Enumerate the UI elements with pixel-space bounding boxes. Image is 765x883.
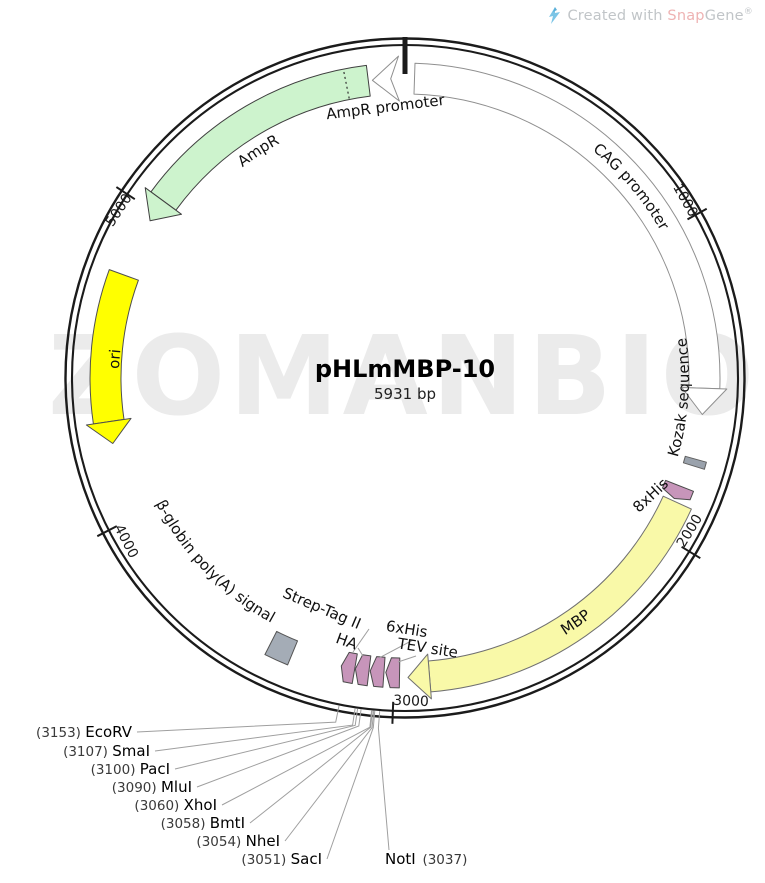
feature-mbp[interactable]	[427, 495, 692, 693]
enzyme-label-BmtI[interactable]: (3058) BmtI	[161, 814, 245, 832]
feature-kozak-sequence[interactable]	[682, 455, 707, 470]
feature-his6[interactable]	[369, 656, 386, 688]
tick-5000	[115, 186, 136, 201]
credit-brand-gene: Gene	[704, 7, 744, 24]
enzyme-label-NheI[interactable]: (3054) NheI	[196, 832, 280, 850]
tick-2000	[681, 545, 701, 560]
watermark-text: ZOMANBIO	[48, 312, 758, 440]
enzyme-leader-SmaI	[154, 708, 356, 752]
feature-strep-tag-ii[interactable]	[340, 651, 358, 684]
enzyme-leader-EcoRV	[136, 705, 340, 733]
tick-3000	[391, 701, 395, 724]
enzyme-label-SmaI[interactable]: (3107) SmaI	[63, 742, 150, 760]
label-leader-line	[378, 639, 414, 659]
registered-mark: ®	[743, 7, 753, 18]
feature-ampr-promoter[interactable]	[371, 55, 400, 102]
label-leader-line	[397, 655, 417, 663]
snapgene-credit: Created with SnapGene®	[548, 7, 753, 24]
enzyme-leader-BmtI	[249, 710, 373, 824]
enzyme-leader-XhoI	[221, 710, 373, 806]
tick-label-5000: 5000	[103, 191, 136, 230]
feature-mbp[interactable]	[407, 653, 432, 700]
feature-cag-promoter[interactable]	[681, 387, 728, 415]
credit-text: Created with SnapGene®	[567, 7, 753, 24]
feature-label-bglobin-polya: β-globin poly(A) signal	[152, 497, 278, 627]
feature-ha[interactable]	[354, 654, 372, 687]
enzyme-leader-PacI	[174, 708, 359, 770]
enzyme-label-NotI[interactable]: NotI (3037)	[385, 850, 467, 868]
enzyme-leader-NotI	[377, 710, 390, 851]
feature-label-ori: ori	[105, 348, 124, 369]
feature-bglobin-polya[interactable]	[264, 630, 298, 666]
enzyme-leader-SacI	[326, 710, 376, 860]
tick-1000	[687, 207, 708, 221]
feature-tev-site[interactable]	[385, 657, 401, 689]
tick-label-3000: 3000	[393, 693, 429, 710]
plasmid-name: pHLmMBP-10	[315, 355, 495, 383]
enzyme-label-MluI[interactable]: (3090) MluI	[112, 778, 192, 796]
enzyme-label-EcoRV[interactable]: (3153) EcoRV	[36, 723, 133, 741]
label-leader-line	[357, 647, 364, 657]
enzyme-label-XhoI[interactable]: (3060) XhoI	[134, 796, 217, 814]
feature-ampr[interactable]	[150, 64, 371, 211]
feature-ampr[interactable]	[144, 187, 182, 222]
feature-label-his6: 6xHis	[385, 617, 429, 641]
feature-label-strep-tag-ii: Strep-Tag II	[280, 584, 363, 633]
enzyme-label-PacI[interactable]: (3100) PacI	[91, 760, 170, 778]
feature-his8[interactable]	[662, 479, 694, 501]
plasmid-size: 5931 bp	[374, 385, 436, 403]
label-leader-line	[352, 628, 370, 653]
tick-4000	[96, 525, 118, 538]
credit-brand-snap: Snap	[667, 7, 705, 24]
snapgene-logo-icon	[549, 7, 561, 24]
enzyme-label-SacI[interactable]: (3051) SacI	[241, 850, 322, 868]
enzyme-leader-MluI	[196, 709, 362, 788]
feature-ori[interactable]	[85, 417, 132, 444]
enzyme-leader-NheI	[284, 710, 375, 842]
